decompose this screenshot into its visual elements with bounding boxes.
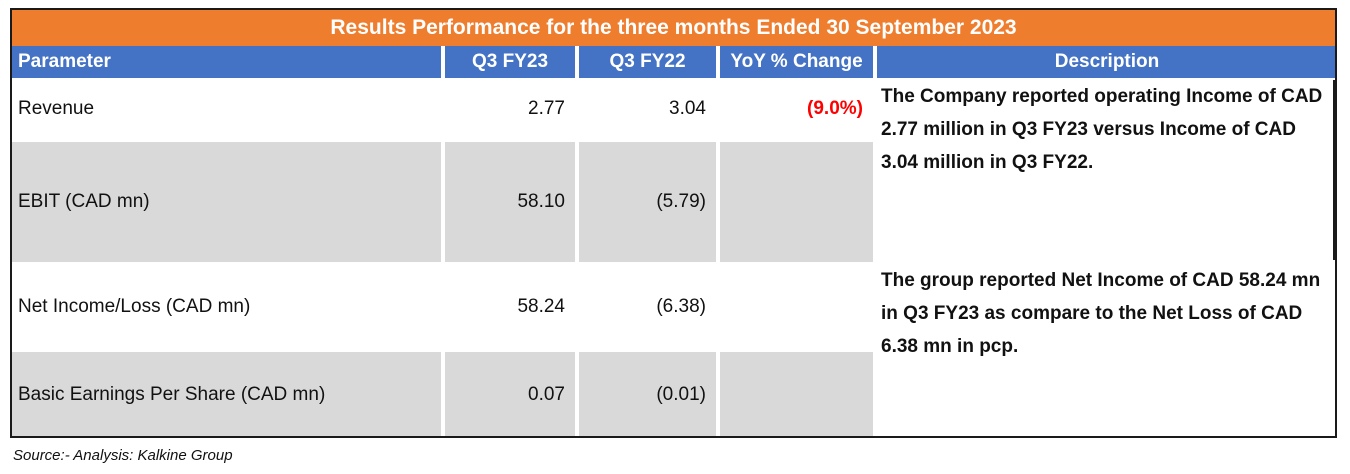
row-revenue-q3fy23: 2.77 [528,98,565,119]
row-net-income-q3fy22: (6.38) [656,296,706,317]
results-table: Results Performance for the three months… [10,8,1337,438]
header-description: Description [877,46,1335,78]
description-net-income-eps: The group reported Net Income of CAD 58.… [881,270,1321,357]
row-eps-q3fy23: 0.07 [445,352,575,436]
description-revenue-ebit: The Company reported operating Income of… [873,80,1335,260]
header-parameter: Parameter [12,46,441,78]
header-yoy-change: YoY % Change [720,46,873,78]
row-net-income-q3fy23: 58.24 [517,296,565,317]
row-eps-parameter: Basic Earnings Per Share (CAD mn) [12,352,441,436]
header-q3fy23: Q3 FY23 [445,46,575,78]
table-title: Results Performance for the three months… [12,10,1335,46]
row-net-income-yoy [720,264,873,350]
row-ebit-q3fy22: (5.79) [579,142,716,262]
row-eps-yoy [720,352,873,436]
row-eps-q3fy22: (0.01) [579,352,716,436]
source-note: Source:- Analysis: Kalkine Group [13,447,233,464]
row-revenue-parameter: Revenue [18,98,95,119]
row-ebit-q3fy23: 58.10 [445,142,575,262]
row-ebit-yoy [720,142,873,262]
header-q3fy22: Q3 FY22 [579,46,716,78]
row-ebit-parameter: EBIT (CAD mn) [12,142,441,262]
row-revenue-q3fy22: 3.04 [669,98,706,119]
row-revenue-yoy: (9.0%) [807,98,863,119]
row-net-income-parameter: Net Income/Loss (CAD mn) [18,296,251,317]
